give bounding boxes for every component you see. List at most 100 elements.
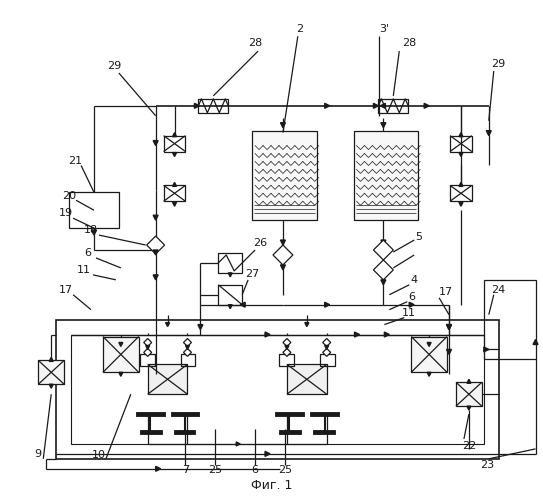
Bar (103, 336, 139, 372)
Bar (411, 336, 447, 372)
Polygon shape (265, 332, 270, 337)
Bar (252, 130, 317, 220)
Text: 4: 4 (411, 275, 418, 285)
Polygon shape (325, 346, 329, 350)
Text: 27: 27 (245, 269, 259, 279)
Polygon shape (166, 322, 169, 326)
Text: 20: 20 (62, 192, 76, 202)
Polygon shape (283, 348, 291, 356)
Polygon shape (446, 324, 451, 330)
Polygon shape (153, 275, 158, 280)
Text: 29: 29 (491, 59, 506, 69)
Polygon shape (92, 230, 97, 235)
Bar (287, 364, 327, 394)
Polygon shape (374, 260, 393, 280)
Polygon shape (146, 346, 150, 350)
Polygon shape (119, 342, 123, 346)
Bar (456, 382, 482, 406)
Polygon shape (49, 358, 53, 362)
Polygon shape (173, 202, 176, 206)
Text: 29: 29 (107, 61, 121, 71)
Polygon shape (228, 304, 232, 308)
Polygon shape (381, 122, 386, 128)
Polygon shape (409, 302, 414, 307)
Polygon shape (236, 442, 240, 446)
Polygon shape (381, 280, 386, 285)
Text: 11: 11 (77, 265, 91, 275)
Polygon shape (374, 104, 378, 108)
Bar (484, 280, 535, 359)
Bar (71, 334, 484, 444)
Bar (218, 285, 242, 304)
Polygon shape (280, 240, 286, 245)
Text: 28: 28 (402, 38, 416, 48)
Text: 24: 24 (491, 285, 506, 295)
Polygon shape (384, 332, 389, 337)
Polygon shape (198, 324, 203, 330)
Polygon shape (49, 384, 53, 388)
Bar (163, 136, 186, 152)
Polygon shape (484, 347, 489, 352)
Polygon shape (459, 202, 463, 206)
Polygon shape (323, 348, 331, 356)
Text: 18: 18 (84, 225, 98, 235)
Polygon shape (355, 332, 359, 337)
Bar (198, 99, 228, 113)
Text: 6: 6 (85, 248, 92, 258)
Bar (378, 99, 408, 113)
Text: 23: 23 (479, 460, 494, 470)
Polygon shape (381, 104, 386, 108)
Bar (39, 360, 64, 384)
Polygon shape (184, 348, 192, 356)
Polygon shape (533, 340, 538, 344)
Polygon shape (305, 322, 309, 326)
Text: 17: 17 (59, 285, 73, 295)
Polygon shape (280, 122, 286, 128)
Polygon shape (273, 245, 293, 265)
Polygon shape (184, 338, 192, 346)
Bar (56, 320, 498, 459)
Polygon shape (285, 346, 289, 350)
Polygon shape (424, 104, 429, 108)
Bar (279, 354, 294, 366)
Polygon shape (228, 273, 232, 277)
Polygon shape (325, 302, 330, 307)
Text: 19: 19 (59, 208, 73, 218)
Bar (163, 186, 186, 202)
Polygon shape (487, 130, 491, 136)
Polygon shape (173, 152, 176, 156)
Polygon shape (459, 182, 463, 186)
Bar (450, 186, 472, 202)
Text: 10: 10 (92, 450, 106, 460)
Bar (69, 192, 119, 228)
Polygon shape (459, 132, 463, 136)
Text: 9: 9 (35, 449, 42, 459)
Text: 11: 11 (402, 308, 416, 318)
Text: 25: 25 (209, 465, 223, 475)
Polygon shape (265, 452, 270, 456)
Polygon shape (323, 338, 331, 346)
Text: 28: 28 (248, 38, 262, 48)
Bar (180, 354, 195, 366)
Text: 2: 2 (296, 24, 304, 34)
Text: 3': 3' (380, 24, 389, 34)
Polygon shape (446, 350, 451, 354)
Polygon shape (144, 348, 151, 356)
Bar (140, 354, 155, 366)
Polygon shape (173, 132, 176, 136)
Text: 6: 6 (251, 465, 258, 475)
Bar (353, 130, 418, 220)
Polygon shape (173, 182, 176, 186)
Polygon shape (144, 338, 151, 346)
Polygon shape (280, 265, 286, 270)
Polygon shape (283, 338, 291, 346)
Polygon shape (186, 346, 190, 350)
Polygon shape (374, 240, 393, 260)
Polygon shape (194, 104, 199, 108)
Polygon shape (459, 152, 463, 156)
Text: 26: 26 (253, 238, 267, 248)
Text: 25: 25 (278, 465, 292, 475)
Bar (450, 136, 472, 152)
Polygon shape (427, 342, 431, 346)
Polygon shape (147, 236, 165, 254)
